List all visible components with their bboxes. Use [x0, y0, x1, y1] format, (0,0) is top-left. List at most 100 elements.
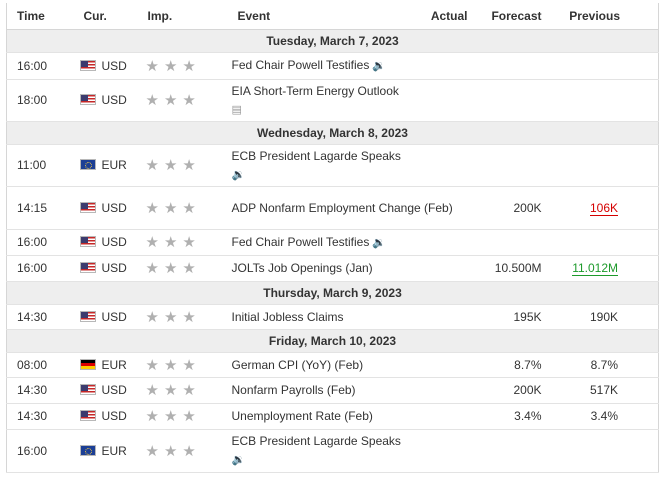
event-currency: USD — [101, 200, 127, 215]
us-flag-icon — [79, 262, 96, 273]
event-previous[interactable]: 11.012M — [572, 261, 618, 276]
event-time: 14:30 — [6, 304, 74, 330]
speaker-icon[interactable]: 🔉 — [372, 235, 387, 249]
event-row[interactable]: 14:30 USD ★★★ Nonfarm Payrolls (Feb) 200… — [6, 377, 659, 404]
event-currency-cell: USD — [73, 52, 138, 80]
event-previous — [549, 52, 659, 80]
event-previous — [549, 79, 659, 122]
us-flag-icon — [79, 59, 96, 71]
event-currency: EUR — [101, 158, 127, 172]
header-event[interactable]: Event — [227, 3, 412, 30]
event-row[interactable]: 16:00 EUR ★★★ ECB President Lagarde Spea… — [6, 429, 659, 473]
header-currency[interactable]: Cur. — [73, 3, 138, 30]
header-row: Time Cur. Imp. Event Actual Forecast Pre… — [6, 3, 659, 30]
event-previous[interactable]: 106K — [589, 200, 618, 216]
us-flag-icon — [79, 384, 96, 395]
event-row[interactable]: 14:30 USD ★★★ Unemployment Rate (Feb) 3.… — [6, 403, 659, 430]
day-header-row: Wednesday, March 8, 2023 — [6, 120, 659, 145]
event-forecast — [473, 429, 550, 473]
day-label: Wednesday, March 8, 2023 — [6, 120, 659, 145]
day-label: Thursday, March 9, 2023 — [6, 280, 659, 305]
event-currency: USD — [101, 309, 127, 324]
us-flag-icon — [79, 236, 96, 247]
event-currency: EUR — [101, 443, 127, 458]
event-title[interactable]: ADP Nonfarm Employment Change (Feb) — [231, 200, 453, 215]
header-actual[interactable]: Actual — [411, 3, 474, 30]
event-time: 08:00 — [6, 352, 74, 378]
header-previous[interactable]: Previous — [549, 3, 659, 30]
importance-stars-icon: ★★★ — [145, 381, 201, 399]
importance-stars-icon: ★★★ — [145, 259, 201, 277]
header-forecast[interactable]: Forecast — [473, 3, 550, 30]
event-forecast: 195K — [473, 304, 550, 330]
event-time: 16:00 — [6, 255, 74, 282]
event-currency: USD — [101, 235, 127, 249]
eu-flag-icon — [79, 444, 96, 456]
importance-stars-icon: ★★★ — [145, 407, 201, 425]
event-title[interactable]: JOLTs Job Openings (Jan) — [231, 261, 373, 275]
event-previous: 190K — [549, 304, 659, 330]
event-row[interactable]: 14:15 USD ★★★ ADP Nonfarm Employment Cha… — [6, 186, 659, 230]
event-title[interactable]: Unemployment Rate (Feb) — [231, 409, 373, 423]
importance-stars-icon: ★★★ — [145, 156, 201, 174]
event-actual — [411, 304, 474, 330]
header-importance[interactable]: Imp. — [137, 3, 228, 30]
event-currency: EUR — [101, 357, 127, 372]
event-actual — [411, 144, 474, 187]
speaker-icon[interactable]: 🔉 — [372, 59, 387, 72]
event-title[interactable]: Initial Jobless Claims — [231, 309, 344, 324]
document-icon[interactable]: ▤ — [231, 102, 242, 116]
us-flag-icon — [79, 201, 96, 213]
de-flag-icon — [79, 358, 96, 370]
event-actual — [411, 79, 474, 122]
importance-stars-icon: ★★★ — [145, 355, 201, 374]
event-actual — [411, 429, 474, 473]
event-forecast — [473, 79, 550, 122]
event-actual — [411, 403, 474, 430]
eu-flag-icon — [79, 159, 96, 170]
speaker-icon[interactable]: 🔉 — [231, 167, 246, 181]
speaker-icon[interactable]: 🔉 — [231, 453, 246, 466]
event-row[interactable]: 18:00 USD ★★★ EIA Short-Term Energy Outl… — [6, 79, 659, 122]
event-row[interactable]: 08:00 EUR ★★★ German CPI (YoY) (Feb) 8.7… — [6, 352, 659, 378]
importance-stars-icon: ★★★ — [145, 233, 201, 251]
event-row[interactable]: 11:00 EUR ★★★ ECB President Lagarde Spea… — [6, 144, 659, 187]
event-title[interactable]: German CPI (YoY) (Feb) — [231, 357, 364, 372]
header-time[interactable]: Time — [6, 3, 74, 30]
event-title[interactable]: ECB President Lagarde Speaks — [231, 148, 401, 163]
importance-stars-icon: ★★★ — [145, 91, 201, 109]
importance-stars-icon: ★★★ — [145, 307, 201, 326]
day-header-row: Friday, March 10, 2023 — [6, 328, 659, 353]
event-row[interactable]: 16:00 USD ★★★ Fed Chair Powell Testifies… — [6, 52, 659, 80]
event-actual — [411, 229, 474, 256]
day-label: Friday, March 10, 2023 — [6, 328, 659, 353]
day-label: Tuesday, March 7, 2023 — [6, 28, 659, 53]
event-title[interactable]: ECB President Lagarde Speaks — [231, 434, 401, 448]
event-title[interactable]: EIA Short-Term Energy Outlook — [231, 83, 399, 98]
event-time: 14:30 — [6, 377, 74, 404]
event-row[interactable]: 16:00 USD ★★★ Fed Chair Powell Testifies… — [6, 229, 659, 256]
event-previous — [549, 144, 659, 187]
us-flag-icon — [79, 410, 96, 421]
event-time: 14:15 — [6, 186, 74, 230]
event-title[interactable]: Fed Chair Powell Testifies — [231, 234, 370, 249]
event-currency: USD — [101, 261, 127, 275]
us-flag-icon — [79, 94, 96, 105]
event-currency: USD — [101, 93, 127, 107]
event-currency: USD — [101, 383, 127, 397]
event-title[interactable]: Nonfarm Payrolls (Feb) — [231, 383, 356, 397]
event-previous: 3.4% — [549, 403, 659, 430]
event-time: 16:00 — [6, 52, 74, 80]
event-row[interactable]: 14:30 USD ★★★ Initial Jobless Claims 195… — [6, 304, 659, 330]
event-title[interactable]: Fed Chair Powell Testifies — [231, 58, 370, 72]
event-forecast — [473, 52, 550, 80]
event-previous: 8.7% — [549, 352, 659, 378]
day-header-row: Thursday, March 9, 2023 — [6, 280, 659, 305]
event-actual — [411, 377, 474, 404]
importance-stars-icon: ★★★ — [145, 56, 201, 75]
event-actual — [411, 352, 474, 378]
event-row[interactable]: 16:00 USD ★★★ JOLTs Job Openings (Jan) 1… — [6, 255, 659, 282]
event-actual — [411, 52, 474, 80]
event-currency: USD — [101, 409, 127, 423]
event-time: 11:00 — [6, 144, 74, 187]
